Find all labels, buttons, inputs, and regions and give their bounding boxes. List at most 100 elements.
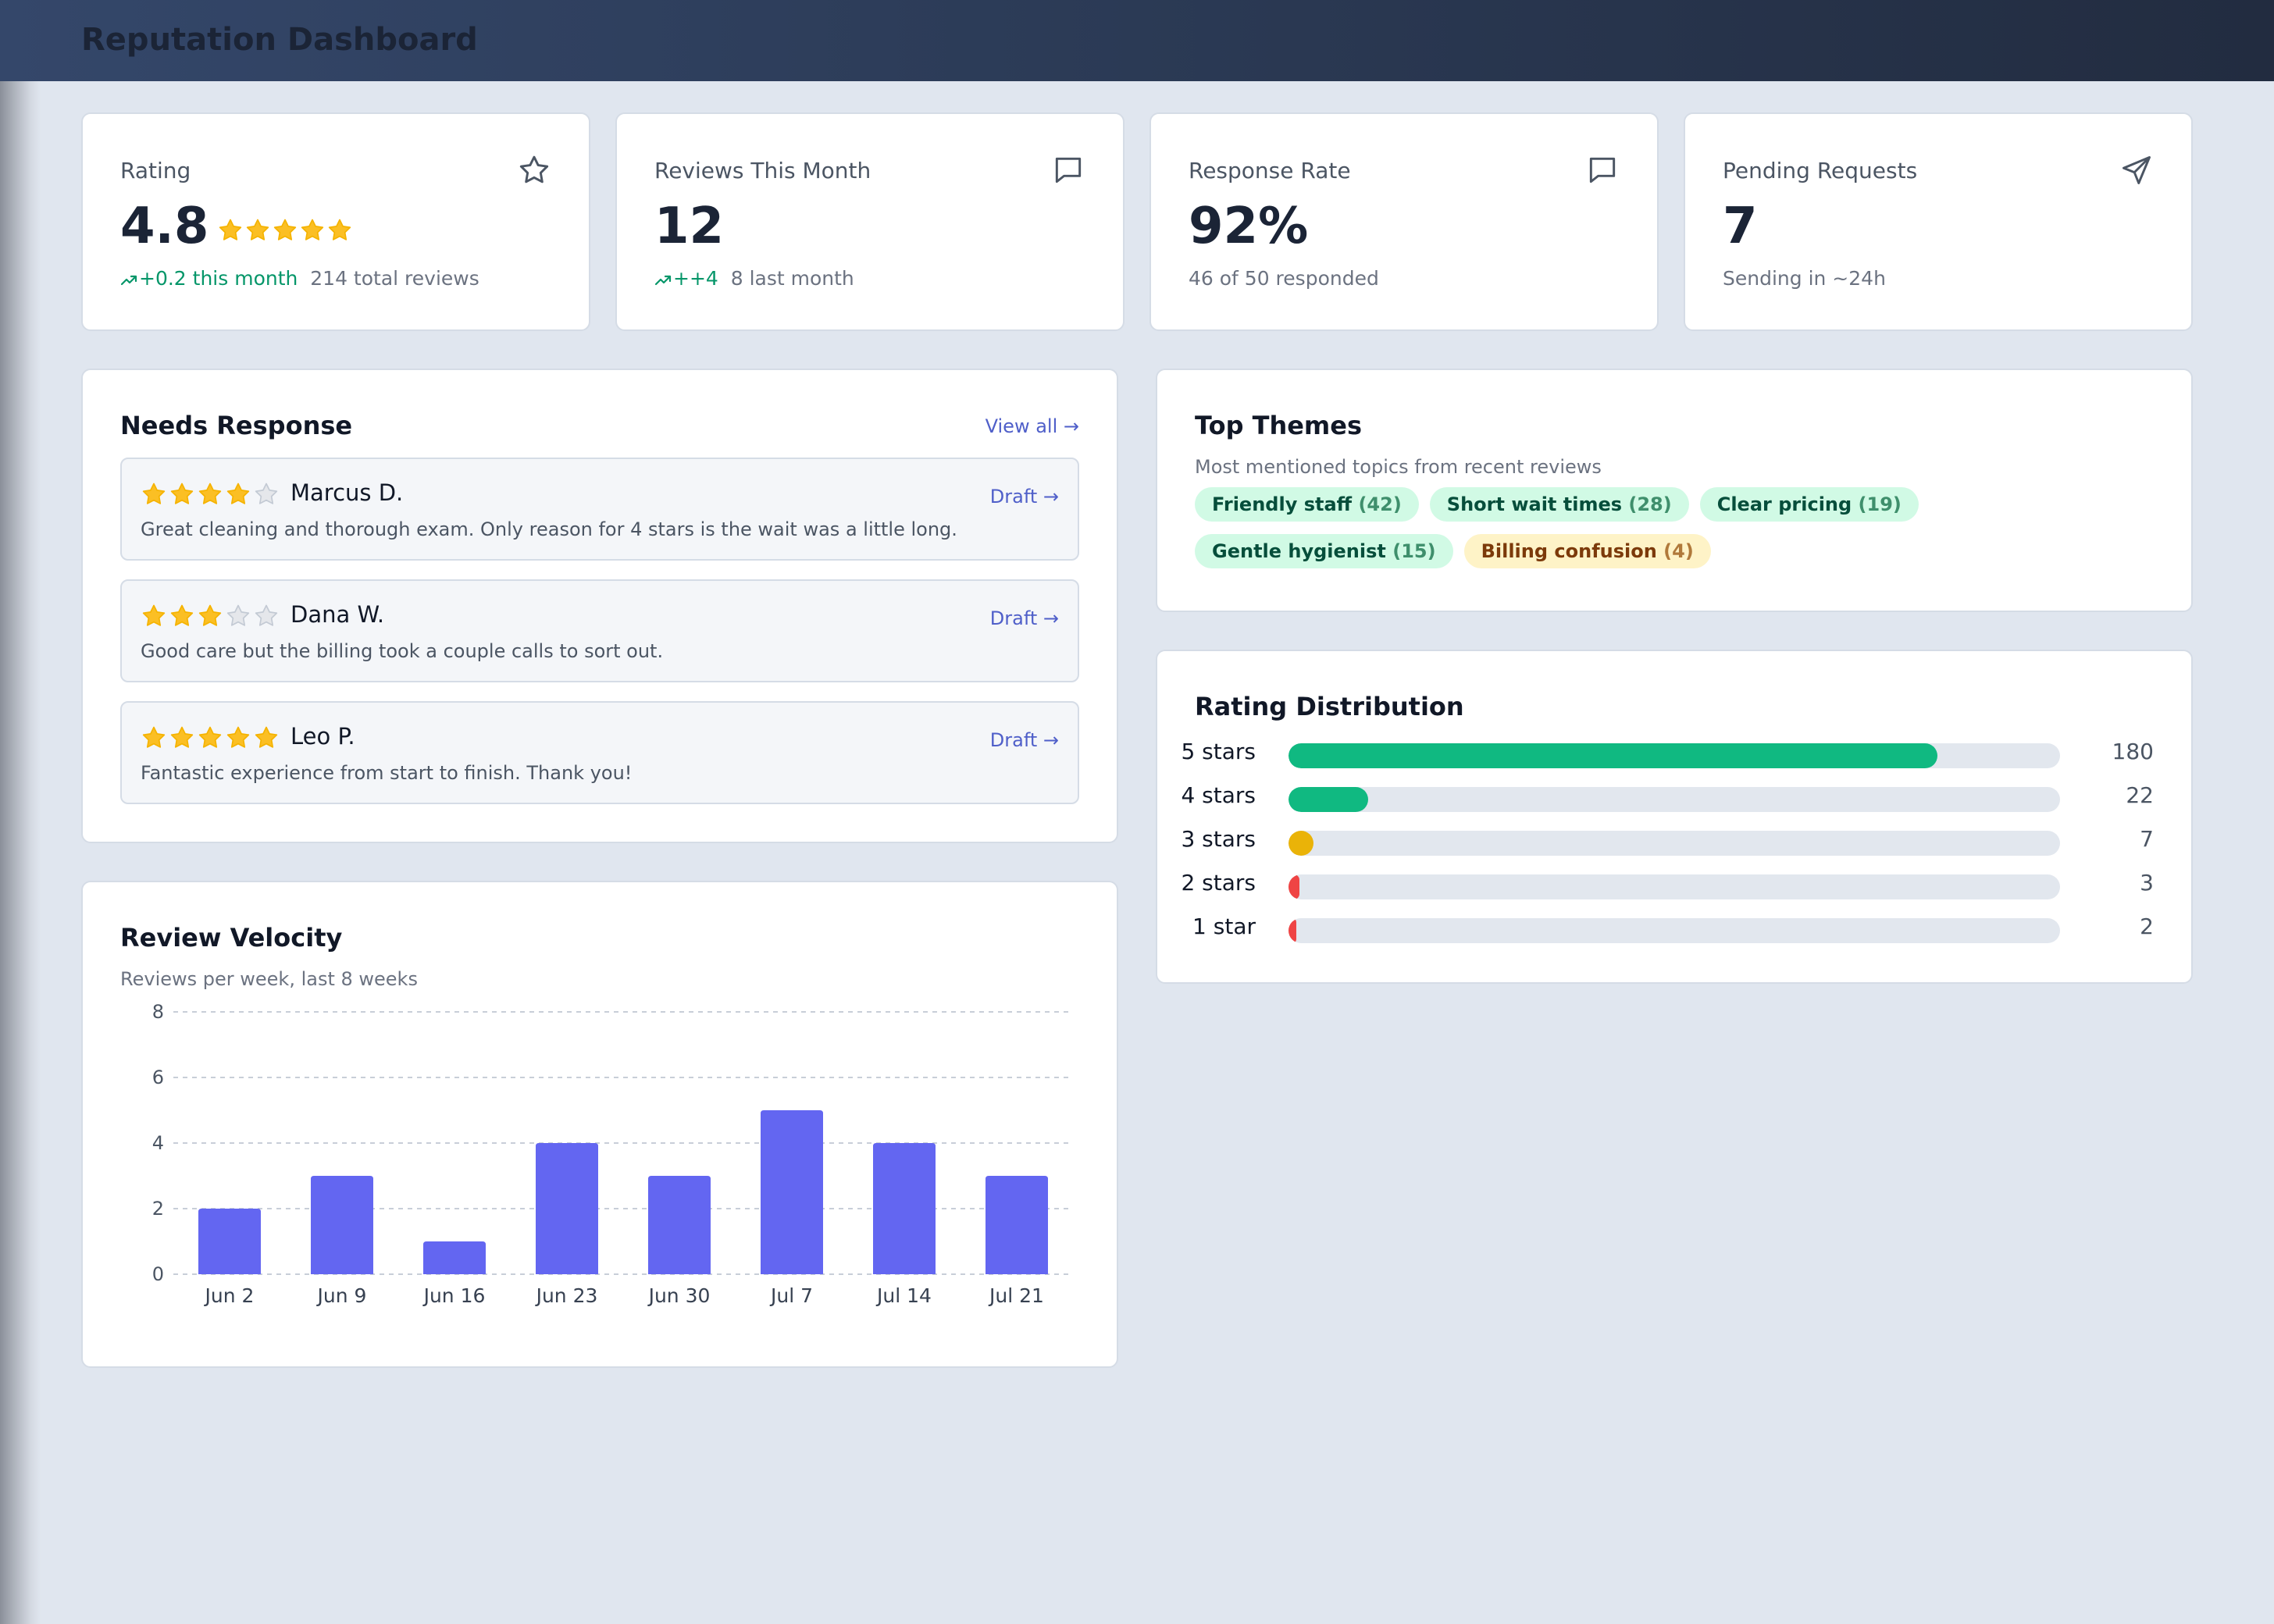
draft-reply-button[interactable]: Draft → <box>989 607 1059 629</box>
star-filled-icon <box>273 219 297 240</box>
y-tick-label: 0 <box>152 1263 164 1285</box>
reviewer-name: Marcus D. <box>290 479 404 506</box>
y-tick-label: 8 <box>152 1001 164 1023</box>
distribution-bar-fill <box>1288 787 1368 812</box>
star-outline-icon <box>517 153 551 187</box>
reviewer-name: Leo P. <box>290 723 355 750</box>
stat-value: 92% <box>1189 198 1309 255</box>
card-title: Needs Response <box>120 411 353 440</box>
card-subtitle: Reviews per week, last 8 weeks <box>120 968 418 990</box>
theme-label: Short wait times <box>1446 493 1629 515</box>
star-filled-icon <box>198 483 222 504</box>
draft-reply-button[interactable]: Draft → <box>989 486 1059 508</box>
distribution-bar-track <box>1288 918 2060 943</box>
x-tick-label: Jun 23 <box>535 1284 598 1307</box>
review-item[interactable]: Dana W. Draft → Good care but the billin… <box>120 579 1079 682</box>
stat-card-pending-requests: Pending Requests 7 Sending in ~24h <box>1684 112 2193 331</box>
star-filled-icon <box>170 726 194 748</box>
review-velocity-chart: 0 2 4 6 8 Jun 2 Jun 9 Jun 16 Jun 23 Jun 30 Jul 7 Ju… <box>152 1001 1073 1307</box>
reviewer-name: Dana W. <box>290 601 385 628</box>
stat-value: 12 <box>654 198 725 255</box>
star-filled-icon <box>255 726 278 748</box>
theme-label: Gentle hygienist <box>1212 540 1393 562</box>
theme-chip[interactable]: Gentle hygienist (15) <box>1195 534 1453 568</box>
review-stars <box>141 603 281 632</box>
star-filled-icon <box>226 726 250 748</box>
stat-label: Reviews This Month <box>654 158 871 183</box>
star-filled-icon <box>142 604 166 626</box>
rating-distribution-card: Rating Distribution 5 stars 180 4 stars 22 3… <box>1156 650 2193 984</box>
star-empty-icon <box>255 604 278 626</box>
distribution-bar-track <box>1288 787 2060 812</box>
review-text: Fantastic experience from start to finis… <box>141 762 633 784</box>
card-title: Review Velocity <box>120 923 343 953</box>
theme-label: Friendly staff <box>1212 493 1359 515</box>
distribution-bar-fill <box>1288 743 1938 768</box>
stat-card-reviews-month: Reviews This Month 12 ++4 8 last month <box>615 112 1125 331</box>
message-square-icon <box>1051 153 1085 187</box>
stat-label: Rating <box>120 158 191 183</box>
velocity-bar[interactable] <box>198 1209 261 1274</box>
distribution-bar-track <box>1288 874 2060 899</box>
stat-card-rating: Rating 4.8 +0.2 this month 214 total rev… <box>81 112 590 331</box>
page-title: Reputation Dashboard <box>81 22 478 58</box>
needs-response-card: Needs Response View all → Marcus D. Draf… <box>81 369 1118 843</box>
theme-chip[interactable]: Short wait times (28) <box>1429 487 1689 522</box>
stat-subtext: +0.2 this month 214 total reviews <box>120 267 479 290</box>
velocity-bar[interactable] <box>536 1143 598 1274</box>
left-edge-shadow <box>0 0 41 1624</box>
stat-subtext: 46 of 50 responded <box>1189 267 1379 290</box>
theme-chip[interactable]: Billing confusion (4) <box>1463 534 1711 568</box>
x-tick-label: Jun 9 <box>316 1284 367 1307</box>
star-filled-icon <box>226 483 250 504</box>
stat-sub-value: 214 total reviews <box>310 267 479 290</box>
distribution-row: 5 stars 180 <box>1181 739 2154 770</box>
star-filled-icon <box>142 483 166 504</box>
trend-up-icon <box>654 275 672 286</box>
theme-chip[interactable]: Clear pricing (19) <box>1699 487 1919 522</box>
distribution-label: 3 stars <box>1181 826 1256 852</box>
distribution-count: 3 <box>2140 870 2154 896</box>
distribution-label: 2 stars <box>1181 870 1256 896</box>
velocity-bar[interactable] <box>648 1176 711 1274</box>
distribution-bar-fill <box>1288 874 1299 899</box>
y-tick-label: 4 <box>152 1132 164 1154</box>
distribution-count: 180 <box>2112 739 2154 764</box>
stat-subtext: Sending in ~24h <box>1723 267 1886 290</box>
velocity-bar[interactable] <box>873 1143 936 1274</box>
velocity-bar[interactable] <box>311 1176 373 1274</box>
x-tick-label: Jun 16 <box>422 1284 486 1307</box>
review-text: Good care but the billing took a couple … <box>141 640 664 662</box>
star-filled-icon <box>170 483 194 504</box>
star-filled-icon <box>198 726 222 748</box>
theme-chip[interactable]: Friendly staff (42) <box>1195 487 1419 522</box>
review-item[interactable]: Marcus D. Draft → Great cleaning and tho… <box>120 458 1079 561</box>
velocity-bar[interactable] <box>761 1110 823 1274</box>
stat-subtext: ++4 8 last month <box>654 267 854 290</box>
theme-count: (42) <box>1358 493 1402 515</box>
velocity-bar[interactable] <box>986 1176 1048 1274</box>
app-header: Reputation Dashboard <box>0 0 2274 81</box>
view-all-link[interactable]: View all → <box>985 415 1079 437</box>
draft-reply-button[interactable]: Draft → <box>989 729 1059 751</box>
theme-count: (4) <box>1663 540 1694 562</box>
theme-count: (15) <box>1392 540 1436 562</box>
star-filled-icon <box>328 219 351 240</box>
theme-label: Billing confusion <box>1481 540 1664 562</box>
trend-up: ++4 <box>654 267 718 290</box>
review-stars <box>141 725 281 754</box>
distribution-bar-fill <box>1288 918 1296 943</box>
x-tick-label: Jul 14 <box>875 1284 932 1307</box>
review-item[interactable]: Leo P. Draft → Fantastic experience from… <box>120 701 1079 804</box>
distribution-bar-fill <box>1288 831 1314 856</box>
distribution-label: 5 stars <box>1181 739 1256 764</box>
star-filled-icon <box>246 219 269 240</box>
theme-label: Clear pricing <box>1716 493 1859 515</box>
velocity-bar[interactable] <box>423 1241 486 1274</box>
stat-label: Response Rate <box>1189 158 1351 183</box>
distribution-row: 1 star 2 <box>1192 914 2154 945</box>
stat-value: 7 <box>1723 198 1758 255</box>
review-text: Great cleaning and thorough exam. Only r… <box>141 518 957 540</box>
star-empty-icon <box>255 483 278 504</box>
theme-chips: Friendly staff (42) Short wait times (28)… <box>1195 487 2132 581</box>
